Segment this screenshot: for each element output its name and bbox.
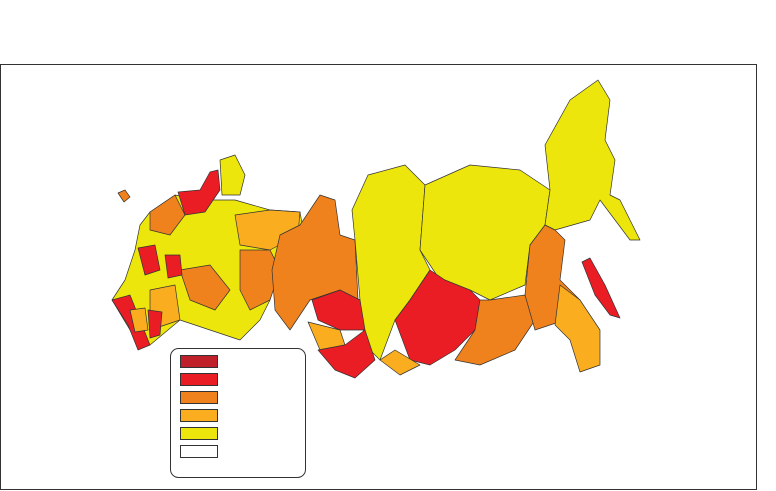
- region: [129, 307, 149, 333]
- region: [317, 329, 376, 379]
- region: [111, 294, 151, 351]
- region: [239, 249, 281, 311]
- regions: [111, 79, 641, 379]
- legend-swatch: [180, 427, 218, 440]
- legend-swatch: [180, 409, 218, 422]
- region: [177, 169, 221, 216]
- legend-swatch: [180, 355, 218, 368]
- legend: [170, 348, 306, 478]
- region: [164, 254, 183, 279]
- legend-swatch: [180, 391, 218, 404]
- region: [117, 189, 131, 203]
- region: [149, 194, 186, 236]
- region: [179, 264, 231, 311]
- region: [581, 257, 621, 319]
- region: [379, 349, 421, 376]
- region: [419, 164, 551, 301]
- region: [147, 309, 163, 339]
- legend-swatch: [180, 373, 218, 386]
- region: [137, 244, 161, 276]
- region: [554, 284, 601, 373]
- region: [219, 154, 246, 196]
- legend-swatch: [180, 445, 218, 458]
